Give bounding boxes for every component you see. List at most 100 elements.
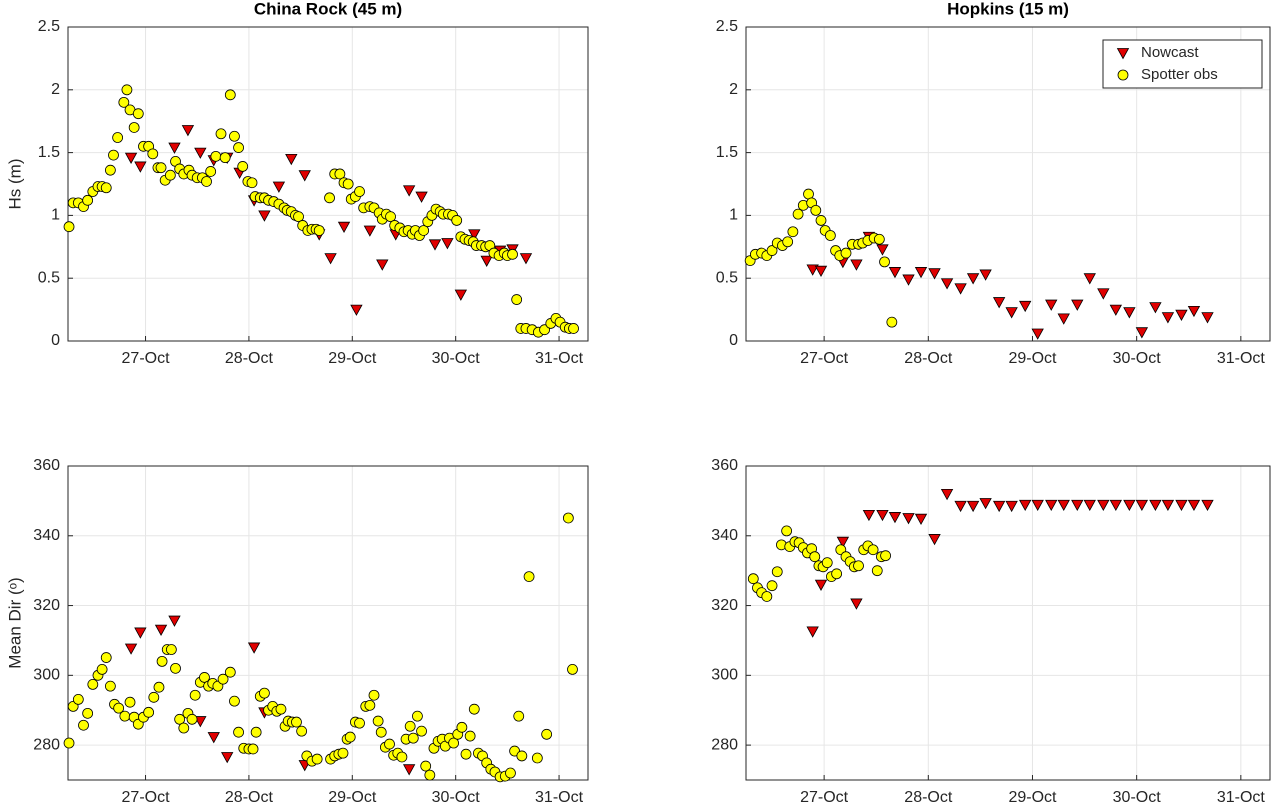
y-tick-label: 0.5 [38,269,60,286]
spotter-point [233,142,244,153]
y-axis-label: Hs (m) [5,159,24,210]
spotter-point [460,748,472,760]
nowcast-point [1175,499,1188,512]
x-tick-label: 30-Oct [432,350,481,367]
spotter-point [516,750,528,762]
nowcast-point [862,509,876,522]
nowcast-point [888,267,902,279]
nowcast-point [468,229,481,241]
nowcast-point [966,273,980,285]
spotter-point [82,707,94,719]
nowcast-point [940,278,954,290]
spotter-point [178,722,190,734]
y-tick-label: 2.5 [38,18,60,35]
nowcast-point [992,500,1006,513]
nowcast-point [806,626,819,638]
series-group [747,489,1214,638]
nowcast-point [1123,307,1136,319]
spotter-point [507,248,518,260]
y-tick-label: 280 [711,736,738,753]
nowcast-point [402,185,416,197]
spotter-point [505,767,516,779]
spotter-point [747,573,759,585]
nowcast-point [168,142,181,154]
spotter-point [186,713,198,725]
y-tick-label: 0 [51,332,60,349]
spotter-point [156,655,168,667]
nowcast-point [1019,300,1032,313]
y-tick-label: 360 [33,457,60,474]
x-tick-label: 29-Oct [1008,350,1057,367]
spotter-point [104,164,116,176]
x-tick-label: 27-Oct [122,789,171,806]
nowcast-point [1083,273,1096,285]
spotter-point [324,192,335,204]
legend-marker [1116,48,1130,60]
spotter-point [87,679,99,690]
spotter-point [424,769,436,781]
spotter-point [337,747,349,759]
nowcast-point [194,147,207,159]
spotter-point [354,186,365,197]
spotter-point [766,245,778,256]
spotter-point [809,551,821,563]
nowcast-point [272,181,286,193]
nowcast-point [1083,499,1096,512]
nowcast-point [902,274,915,286]
spotter-point [385,211,396,223]
spotter-point [296,725,308,737]
series-group [63,84,579,338]
nowcast-point [806,264,819,276]
spotter-point [420,760,432,772]
spotter-point [275,703,287,715]
legend: Nowcast Spotter obs [1102,39,1263,89]
nowcast-point [247,642,261,654]
nowcast-point [1149,302,1162,314]
spotter-point [78,719,89,731]
spotter-point [224,666,236,678]
x-tick-label: 30-Oct [432,789,481,806]
spotter-point [201,176,212,187]
spotter-point [412,710,423,722]
spotter-point [229,130,240,142]
nowcast-point [940,489,954,501]
spotter-point [761,591,773,602]
spotter-point [199,672,210,683]
spotter-point [210,150,222,162]
spotter-point [354,717,365,729]
spotter-point [567,664,578,675]
nowcast-point [1161,312,1175,324]
spotter-point [810,204,822,216]
spotter-point [104,680,116,692]
spotter-point [456,721,468,733]
spotter-point [237,161,249,172]
spotter-point [100,182,112,194]
x-tick-label: 31-Oct [1217,789,1266,806]
nowcast-point [428,239,442,251]
nowcast-point [1057,499,1070,512]
spotter-point [119,710,131,722]
nowcast-point [1057,313,1070,325]
nowcast-point [1109,499,1122,512]
nowcast-point [363,225,377,237]
nowcast-point [876,509,889,522]
nowcast-point [814,579,828,591]
nowcast-point [134,627,147,639]
spotter-point [523,571,535,582]
x-tick-label: 27-Oct [800,789,849,806]
spotter-point [246,177,258,189]
spotter-point [766,580,778,592]
nowcast-point [124,643,138,655]
y-tick-label: 340 [33,527,60,544]
nowcast-point [337,221,351,234]
nowcast-point [1071,299,1084,311]
nowcast-point [1031,328,1044,340]
nowcast-point [1097,288,1110,300]
x-tick-label: 29-Oct [328,789,377,806]
y-tick-label: 340 [711,527,738,544]
nowcast-point [1149,499,1162,512]
spotter-point [311,753,323,765]
spotter-point [416,725,427,737]
y-tick-label: 2 [729,81,738,98]
spotter-point [384,738,395,750]
